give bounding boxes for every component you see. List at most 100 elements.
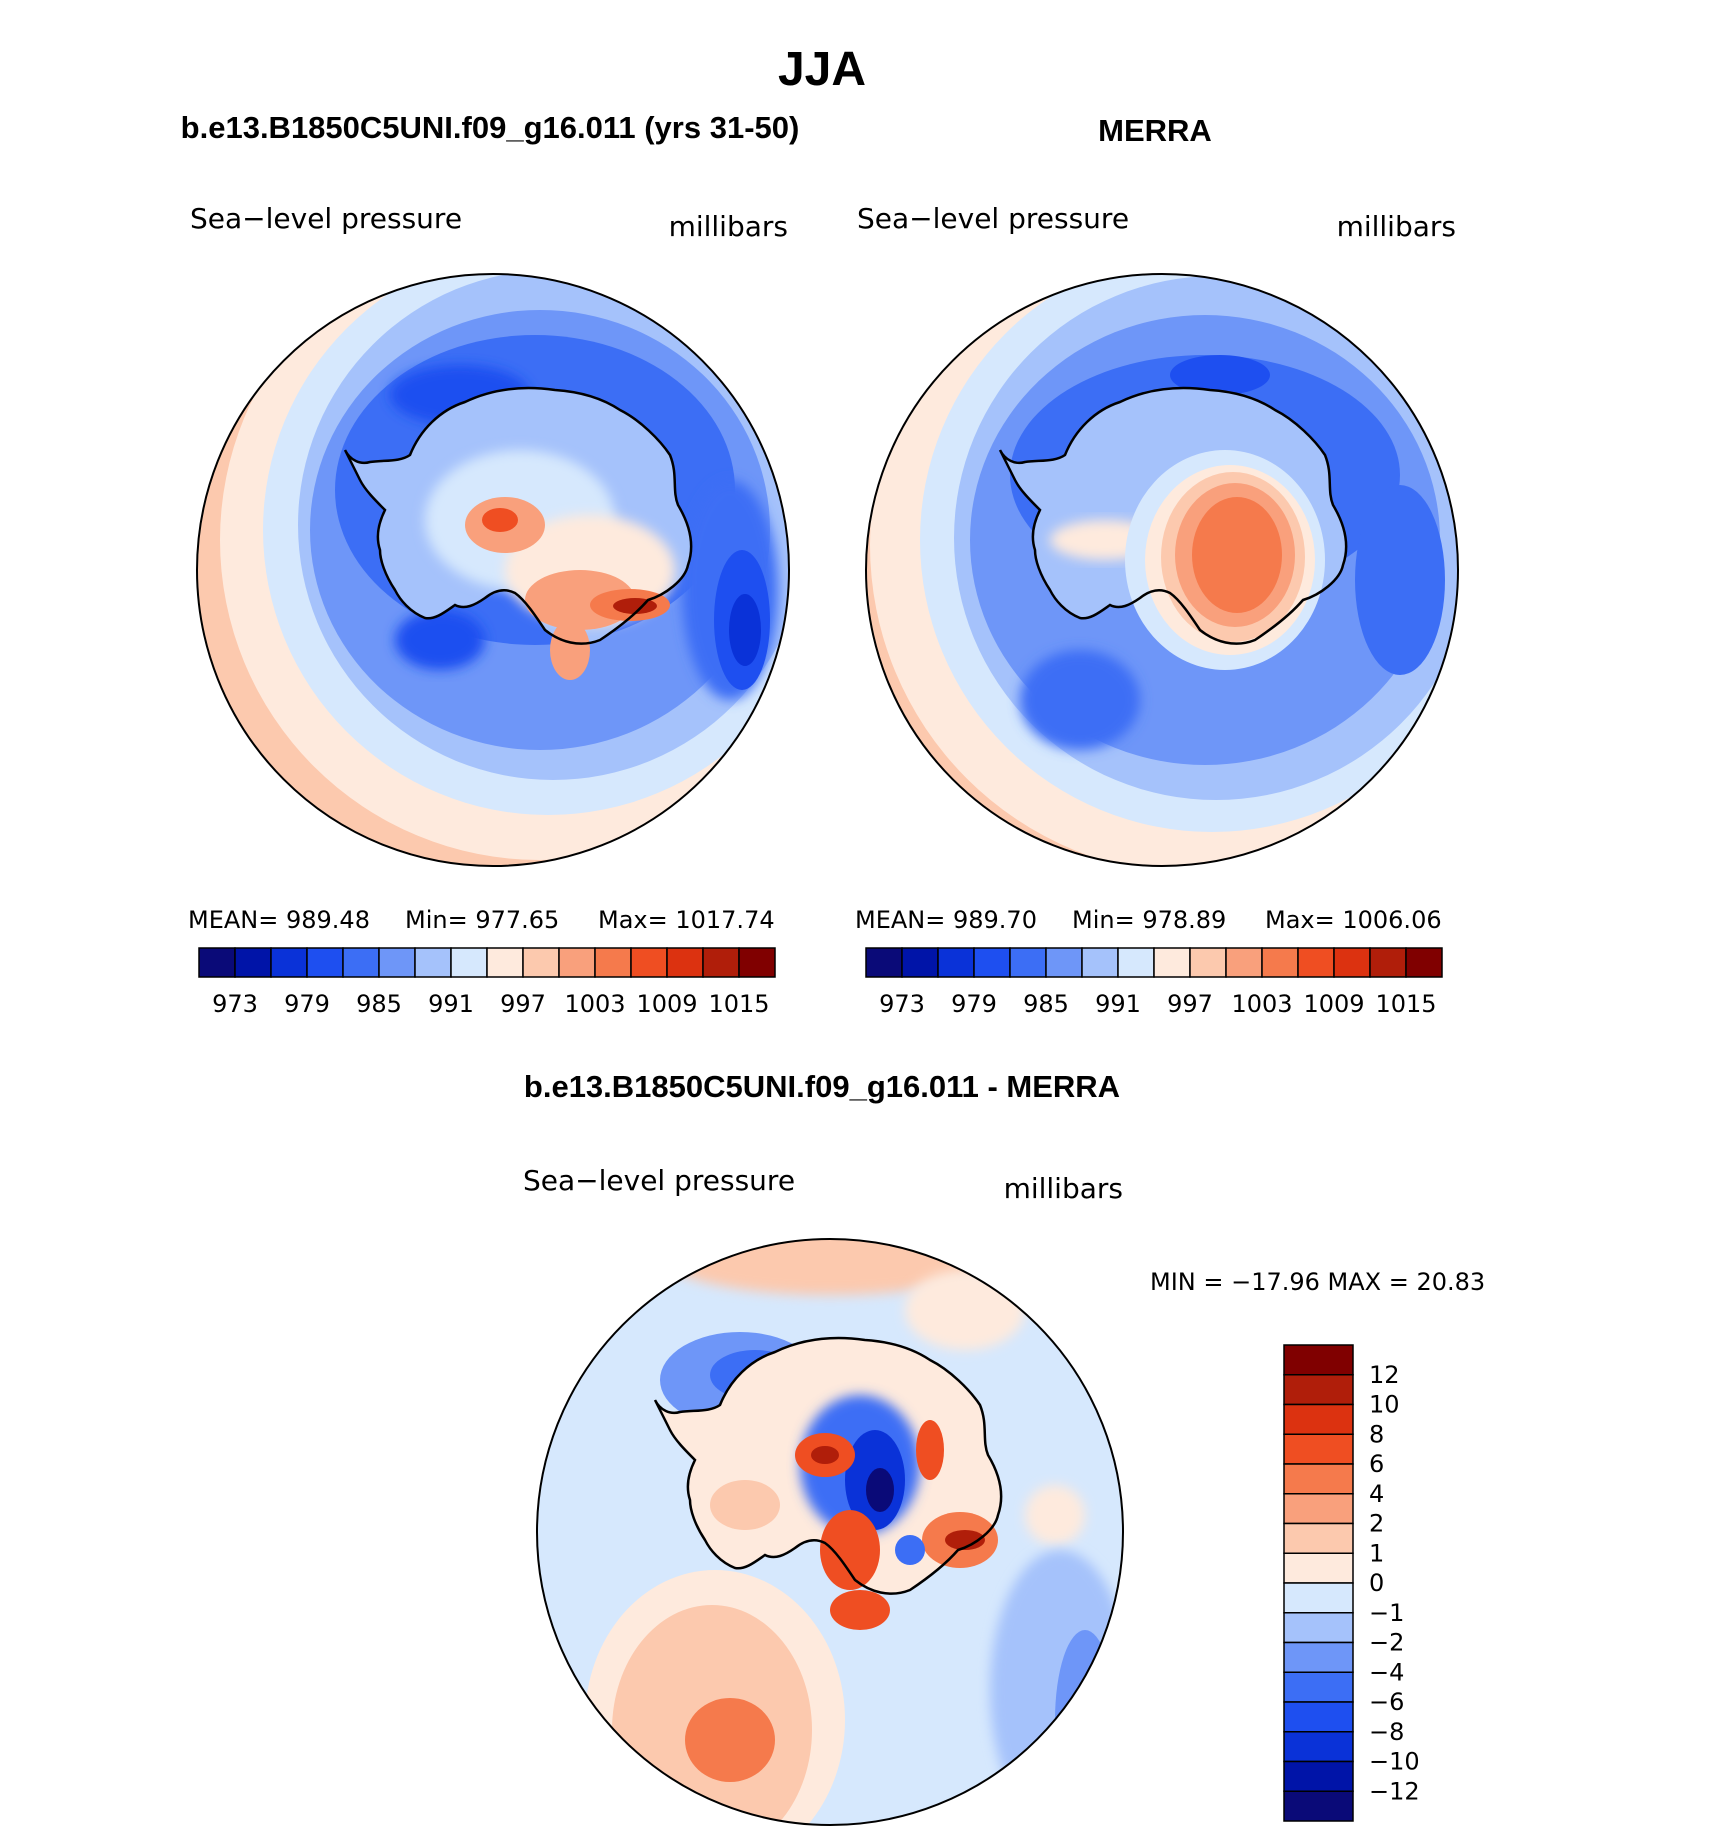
panel-c-colorbar-tick-label: 8 <box>1369 1420 1384 1448</box>
panel-c-colorbar-swatch <box>1283 1731 1354 1763</box>
panel-b-colorbar-tick-label: 973 <box>879 990 925 1018</box>
panel-b-colorbar-swatch <box>1117 947 1155 978</box>
panel-c-colorbar-swatch <box>1283 1433 1354 1465</box>
panel-a-colorbar-swatch <box>522 947 560 978</box>
panel-c-colorbar-swatch <box>1283 1582 1354 1614</box>
panel-c-colorbar-swatch <box>1283 1463 1354 1495</box>
panel-b-colorbar-labels: 973 979 985 991 997 1003 1009 1015 <box>879 990 1436 1018</box>
panel-a-colorbar-swatch <box>414 947 452 978</box>
panel-b-colorbar-swatch <box>1081 947 1119 978</box>
panel-a-colorbar-tick-label: 1015 <box>708 990 769 1018</box>
panel-c-colorbar-tick-label: −1 <box>1369 1599 1404 1627</box>
panel-c-colorbar-tick-label: −6 <box>1369 1688 1404 1716</box>
panel-b-colorbar-tick-label: 991 <box>1095 990 1141 1018</box>
panel-c-colorbar-swatch <box>1283 1641 1354 1673</box>
panel-a-variable-label: Sea−level pressure <box>190 202 462 235</box>
panel-c-colorbar-swatch <box>1283 1671 1354 1703</box>
panel-b-colorbar-swatch <box>1405 947 1443 978</box>
panel-a-colorbar-swatch <box>234 947 272 978</box>
panel-b-colorbar-swatch <box>901 947 939 978</box>
panel-a-map <box>196 273 790 867</box>
panel-c-map <box>536 1238 1124 1826</box>
panel-c-colorbar-tick-label: −10 <box>1369 1748 1420 1776</box>
panel-c-colorbar-tick-label: −12 <box>1369 1777 1420 1805</box>
panel-a-colorbar-swatch <box>486 947 524 978</box>
panel-b-colorbar-swatch <box>1261 947 1299 978</box>
panel-b-mean: MEAN= 989.70 <box>855 906 1037 934</box>
panel-c-minmax: MIN = −17.96 MAX = 20.83 <box>1150 1268 1485 1296</box>
panel-b-min: Min= 978.89 <box>1072 906 1226 934</box>
panel-c-colorbar-swatch <box>1283 1760 1354 1792</box>
panel-a-colorbar-swatch <box>342 947 380 978</box>
panel-c-colorbar-tick-label: 1 <box>1369 1539 1384 1567</box>
panel-c-map-border <box>536 1238 1124 1826</box>
panel-b-colorbar-swatch <box>1297 947 1335 978</box>
panel-a-colorbar-tick-label: 1003 <box>564 990 625 1018</box>
panel-c-colorbar-tick-label: 4 <box>1369 1480 1384 1508</box>
panel-a-colorbar-swatch <box>306 947 344 978</box>
panel-c-colorbar-tick-label: 6 <box>1369 1450 1384 1478</box>
panel-c-colorbar-tick-label: 12 <box>1369 1361 1400 1389</box>
panel-a-min: Min= 977.65 <box>405 906 559 934</box>
panel-c-colorbar-tick-label: 10 <box>1369 1391 1400 1419</box>
panel-b-colorbar-tick-label: 1003 <box>1231 990 1292 1018</box>
panel-c-variable-label: Sea−level pressure <box>523 1164 795 1197</box>
panel-b-colorbar-swatch <box>1153 947 1191 978</box>
panel-a-mean: MEAN= 989.48 <box>188 906 370 934</box>
panel-c-colorbar-tick-label: −8 <box>1369 1718 1404 1746</box>
panel-a-map-border <box>196 273 790 867</box>
panel-c-colorbar <box>1283 1344 1354 1822</box>
panel-b-colorbar-swatch <box>1225 947 1263 978</box>
panel-b-colorbar-swatch <box>1369 947 1407 978</box>
panel-a-colorbar-tick-label: 1009 <box>636 990 697 1018</box>
panel-c-colorbar-tick-label: 0 <box>1369 1569 1384 1597</box>
panel-a-colorbar-swatch <box>378 947 416 978</box>
panel-b-colorbar <box>865 947 1443 978</box>
panel-b-colorbar-tick-label: 997 <box>1167 990 1213 1018</box>
panel-a-colorbar-swatch <box>630 947 668 978</box>
panel-b-colorbar-tick-label: 1015 <box>1375 990 1436 1018</box>
panel-a-colorbar-tick-label: 985 <box>356 990 402 1018</box>
panel-b-colorbar-swatch <box>937 947 975 978</box>
panel-a-colorbar-swatch <box>594 947 632 978</box>
panel-b-colorbar-tick-label: 985 <box>1023 990 1069 1018</box>
panel-a-max: Max= 1017.74 <box>598 906 775 934</box>
panel-c-colorbar-swatch <box>1283 1612 1354 1644</box>
panel-c-colorbar-swatch <box>1283 1701 1354 1733</box>
panel-b-colorbar-swatch <box>1333 947 1371 978</box>
panel-b-colorbar-swatch <box>1045 947 1083 978</box>
figure-title: JJA <box>778 43 866 96</box>
panel-c-colorbar-swatch <box>1283 1344 1354 1376</box>
panel-c-colorbar-swatch <box>1283 1493 1354 1525</box>
panel-c-units-label: millibars <box>1004 1172 1123 1205</box>
panel-a-colorbar-tick-label: 997 <box>500 990 546 1018</box>
panel-a-units-label: millibars <box>669 210 788 243</box>
panel-c-heading: b.e13.B1850C5UNI.f09_g16.011 - MERRA <box>524 1069 1120 1104</box>
panel-a-colorbar-tick-label: 973 <box>212 990 258 1018</box>
panel-a-colorbar-swatch <box>558 947 596 978</box>
panel-c-colorbar-tick-label: −4 <box>1369 1658 1404 1686</box>
panel-b-map <box>865 273 1459 867</box>
panel-b-colorbar-swatch <box>973 947 1011 978</box>
panel-b-variable-label: Sea−level pressure <box>857 202 1129 235</box>
panel-c-colorbar-swatch <box>1283 1522 1354 1554</box>
panel-c-colorbar-swatch <box>1283 1403 1354 1435</box>
panel-a-heading: b.e13.B1850C5UNI.f09_g16.011 (yrs 31-50) <box>181 110 800 145</box>
panel-b-colorbar-swatch <box>865 947 903 978</box>
panel-b-map-border <box>865 273 1459 867</box>
panel-a-colorbar-swatch <box>738 947 776 978</box>
panel-a-colorbar <box>198 947 776 978</box>
panel-a-colorbar-swatch <box>450 947 488 978</box>
panel-a-colorbar-swatch <box>666 947 704 978</box>
panel-b-units-label: millibars <box>1337 210 1456 243</box>
panel-b-max: Max= 1006.06 <box>1265 906 1442 934</box>
panel-b-colorbar-tick-label: 979 <box>951 990 997 1018</box>
panel-c-colorbar-swatch <box>1283 1552 1354 1584</box>
panel-a-colorbar-swatch <box>198 947 236 978</box>
panel-a-colorbar-labels: 973 979 985 991 997 1003 1009 1015 <box>212 990 769 1018</box>
panel-c-colorbar-tick-label: −2 <box>1369 1629 1404 1657</box>
panel-b-colorbar-tick-label: 1009 <box>1303 990 1364 1018</box>
panel-b-colorbar-swatch <box>1009 947 1047 978</box>
